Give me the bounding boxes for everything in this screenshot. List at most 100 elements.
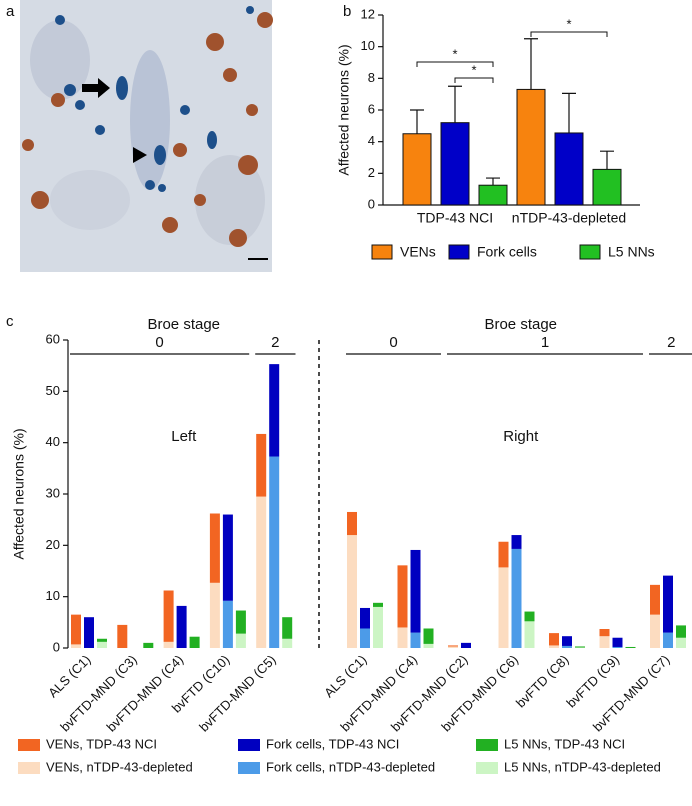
bar-segment [524,621,535,648]
legend-label: L5 NNs, TDP-43 NCI [504,736,625,751]
bar [516,88,546,206]
bar-segment [256,496,267,648]
panel-label: b [343,3,351,20]
bar-segment [448,646,458,648]
y-tick-label: 60 [46,331,60,346]
error-bar [600,150,614,170]
bar [592,168,622,206]
y-tick-label: 6 [368,101,375,116]
bar-segment [117,624,128,648]
micrograph [20,0,273,272]
panel-label: a [6,3,15,20]
stage-label: 2 [271,334,279,351]
bar-segment [448,645,458,647]
side-label: Right [503,428,539,445]
bar-segment [575,646,585,648]
bar-segment [663,575,673,633]
y-tick-label: 12 [361,6,375,21]
bar-segment [143,642,154,648]
legend-swatch [238,762,260,774]
bar-segment [461,642,471,648]
error-bar [486,177,500,186]
y-tick-label: 40 [46,434,60,449]
legend-label: L5 NNs [608,244,655,260]
legend-label: VENs [400,244,436,260]
bar-segment [97,641,107,648]
significance-label: * [452,46,457,61]
bar-segment [71,644,81,648]
significance-bracket [454,77,494,83]
bar-segment [397,565,408,628]
bar-segment [524,611,535,622]
bar-segment [498,541,509,568]
bar-segment [410,549,421,633]
bar-segment [209,513,220,583]
y-axis-label: Affected neurons (%) [336,44,352,175]
bar-segment [269,364,280,457]
bar-segment [360,628,370,648]
bar-segment [235,610,246,634]
bar-segment [612,637,623,647]
legend-label: Fork cells, TDP-43 NCI [266,736,399,751]
stage-label: 0 [389,334,397,351]
y-tick-label: 8 [368,70,375,85]
legend-swatch [18,739,40,751]
bar-segment [397,627,408,648]
legend-swatch [476,739,498,751]
bar [402,133,432,206]
x-tick-label: ALS (C1) [45,652,93,700]
legend-label: VENs, nTDP-43-depleted [46,759,193,774]
bar [554,132,584,206]
y-tick-label: 10 [361,38,375,53]
stage-title: Broe stage [484,316,557,333]
bar-segment [549,645,559,648]
bar-segment [163,641,174,648]
error-bar [562,92,576,133]
bar-segment [549,633,559,646]
significance-label: * [471,62,476,77]
bar [478,184,508,206]
stage-label: 2 [667,334,675,351]
bar-segment [97,638,107,642]
legend-swatch [579,244,601,260]
bar-segment [373,602,383,607]
bar-segment [676,625,686,638]
bar [440,122,470,206]
x-tick-label: ALS (C1) [321,652,369,700]
bar-segment [650,614,660,648]
error-bar [410,109,424,134]
bar-segment [189,636,200,648]
bar-segment [511,548,522,648]
significance-label: * [566,16,571,31]
legend-label: Fork cells [477,244,537,260]
legend-swatch [238,739,260,751]
stage-title: Broe stage [147,316,220,333]
error-bar [524,38,538,90]
bar-segment [222,514,233,601]
x-tick-label: bvFTD (C8) [513,652,572,711]
bar-segment [209,582,220,648]
bar-segment [562,636,572,646]
bar-segment [269,456,280,648]
bar-segment [84,617,94,648]
stage-label: 1 [541,334,549,351]
panel-label: c [6,313,14,330]
bar-segment [373,606,383,648]
bar-segment [562,645,572,648]
bar-segment [663,632,673,648]
legend-label: VENs, TDP-43 NCI [46,736,157,751]
bar-segment [676,637,686,648]
y-tick-label: 30 [46,485,60,500]
y-tick-label: 2 [368,165,375,180]
bar-segment [599,636,610,648]
legend-swatch [476,762,498,774]
y-tick-label: 0 [53,639,60,654]
significance-bracket [530,31,608,37]
bar-segment [423,628,434,644]
y-axis-label: Affected neurons (%) [11,428,27,559]
y-tick-label: 4 [368,133,375,148]
bar-segment [599,629,610,637]
bar-segment [347,535,357,648]
bar-segment [625,646,636,648]
bar-segment [176,605,187,648]
